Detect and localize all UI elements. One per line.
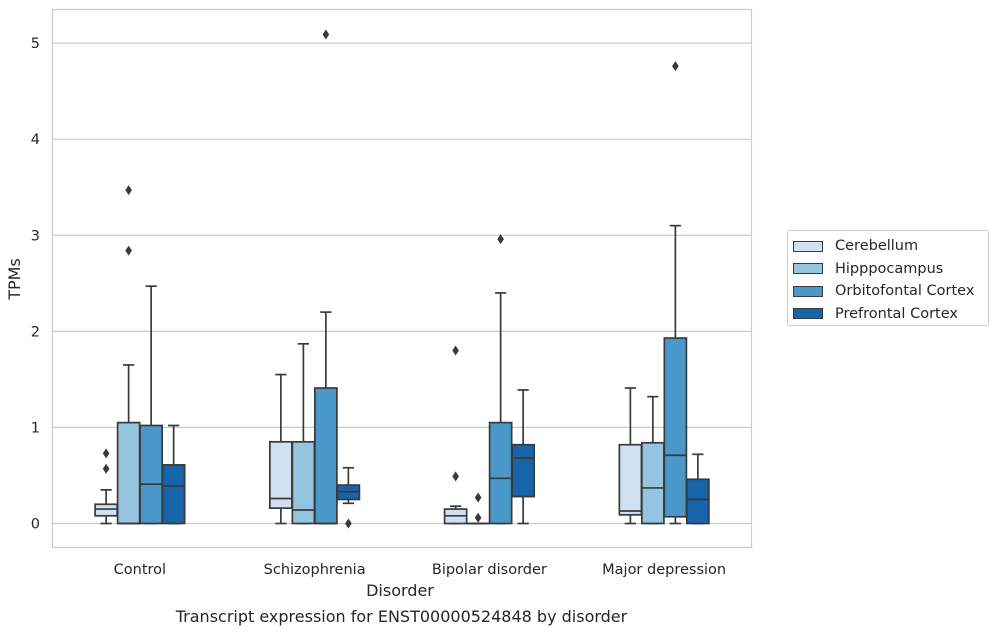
- legend-label: Hipppocampus: [835, 260, 944, 277]
- legend-swatch: [793, 285, 823, 297]
- outlier-point: [497, 234, 504, 245]
- box-0-3: [618, 387, 643, 525]
- box-body: [511, 443, 535, 498]
- legend-item: Prefrontal Cortex: [793, 303, 988, 326]
- box-body: [291, 440, 316, 525]
- y-tick-label: 1: [31, 420, 40, 436]
- y-tick-label: 3: [31, 228, 40, 244]
- box-0-1: [269, 373, 293, 525]
- x-axis-label: Disorder: [366, 581, 434, 600]
- box-body: [313, 387, 338, 525]
- outlier-point: [672, 61, 679, 72]
- legend-item: Hipppocampus: [793, 258, 988, 281]
- x-tick-label: Control: [114, 562, 166, 578]
- chart-legend: Cerebellum Hipppocampus Orbitofontal Corte…: [787, 230, 989, 326]
- box-series: [94, 29, 710, 529]
- box-0-0: [94, 448, 119, 525]
- outlier-point: [452, 345, 459, 356]
- box-3-1: [336, 466, 361, 529]
- y-tick-label: 5: [31, 36, 40, 52]
- x-tick-label: Schizophrenia: [264, 562, 366, 578]
- plot-area-frame: [51, 8, 753, 549]
- box-2-0: [139, 285, 163, 525]
- outlier-point: [345, 518, 352, 529]
- box-1-3: [641, 395, 665, 525]
- box-body: [618, 443, 643, 516]
- box-body: [116, 421, 141, 525]
- box-1-1: [291, 342, 316, 525]
- box-body: [161, 464, 186, 525]
- box-body: [685, 478, 710, 525]
- outlier-point: [452, 471, 459, 482]
- outlier-point: [125, 245, 132, 256]
- outlier-point: [322, 29, 330, 40]
- box-2-2: [488, 234, 513, 525]
- y-tick-label: 0: [31, 516, 40, 532]
- box-body: [641, 441, 665, 525]
- box-3-3: [685, 453, 710, 525]
- y-tick-label: 4: [31, 132, 40, 148]
- legend-swatch: [793, 240, 823, 252]
- box-body: [94, 503, 119, 517]
- legend-item: Orbitofontal Cortex: [793, 280, 988, 303]
- x-axis-ticks: Control Schizophrenia Bipolar disorder Majo…: [114, 562, 726, 578]
- box-3-2: [511, 389, 535, 525]
- legend-label: Orbitofontal Cortex: [835, 283, 975, 300]
- box-0-2: [443, 345, 468, 525]
- box-body: [139, 424, 163, 525]
- outlier-point: [125, 185, 132, 196]
- y-tick-label: 2: [31, 324, 40, 340]
- box-1-0: [116, 185, 141, 525]
- outlier-point: [102, 463, 110, 474]
- legend-label: Cerebellum: [835, 238, 919, 255]
- box-body: [488, 421, 513, 525]
- box-body: [663, 337, 688, 518]
- box-2-3: [663, 61, 688, 525]
- x-tick-label: Major depression: [602, 562, 726, 578]
- outlier-point: [474, 492, 482, 503]
- y-axis-ticks: 0 1 2 3 4 5: [31, 36, 40, 532]
- legend-item: Cerebellum: [793, 235, 988, 258]
- outlier-point: [102, 448, 110, 459]
- chart-title: Transcript expression for ENST0000052484…: [175, 607, 628, 626]
- legend-label: Prefrontal Cortex: [835, 305, 958, 322]
- x-tick-label: Bipolar disorder: [432, 562, 547, 578]
- box-3-0: [161, 424, 186, 525]
- box-2-1: [313, 29, 338, 525]
- outlier-point: [474, 512, 482, 523]
- legend-swatch: [793, 263, 823, 275]
- legend-swatch: [793, 308, 823, 320]
- box-1-2: [466, 492, 491, 525]
- y-axis-label: TPMs: [5, 258, 24, 301]
